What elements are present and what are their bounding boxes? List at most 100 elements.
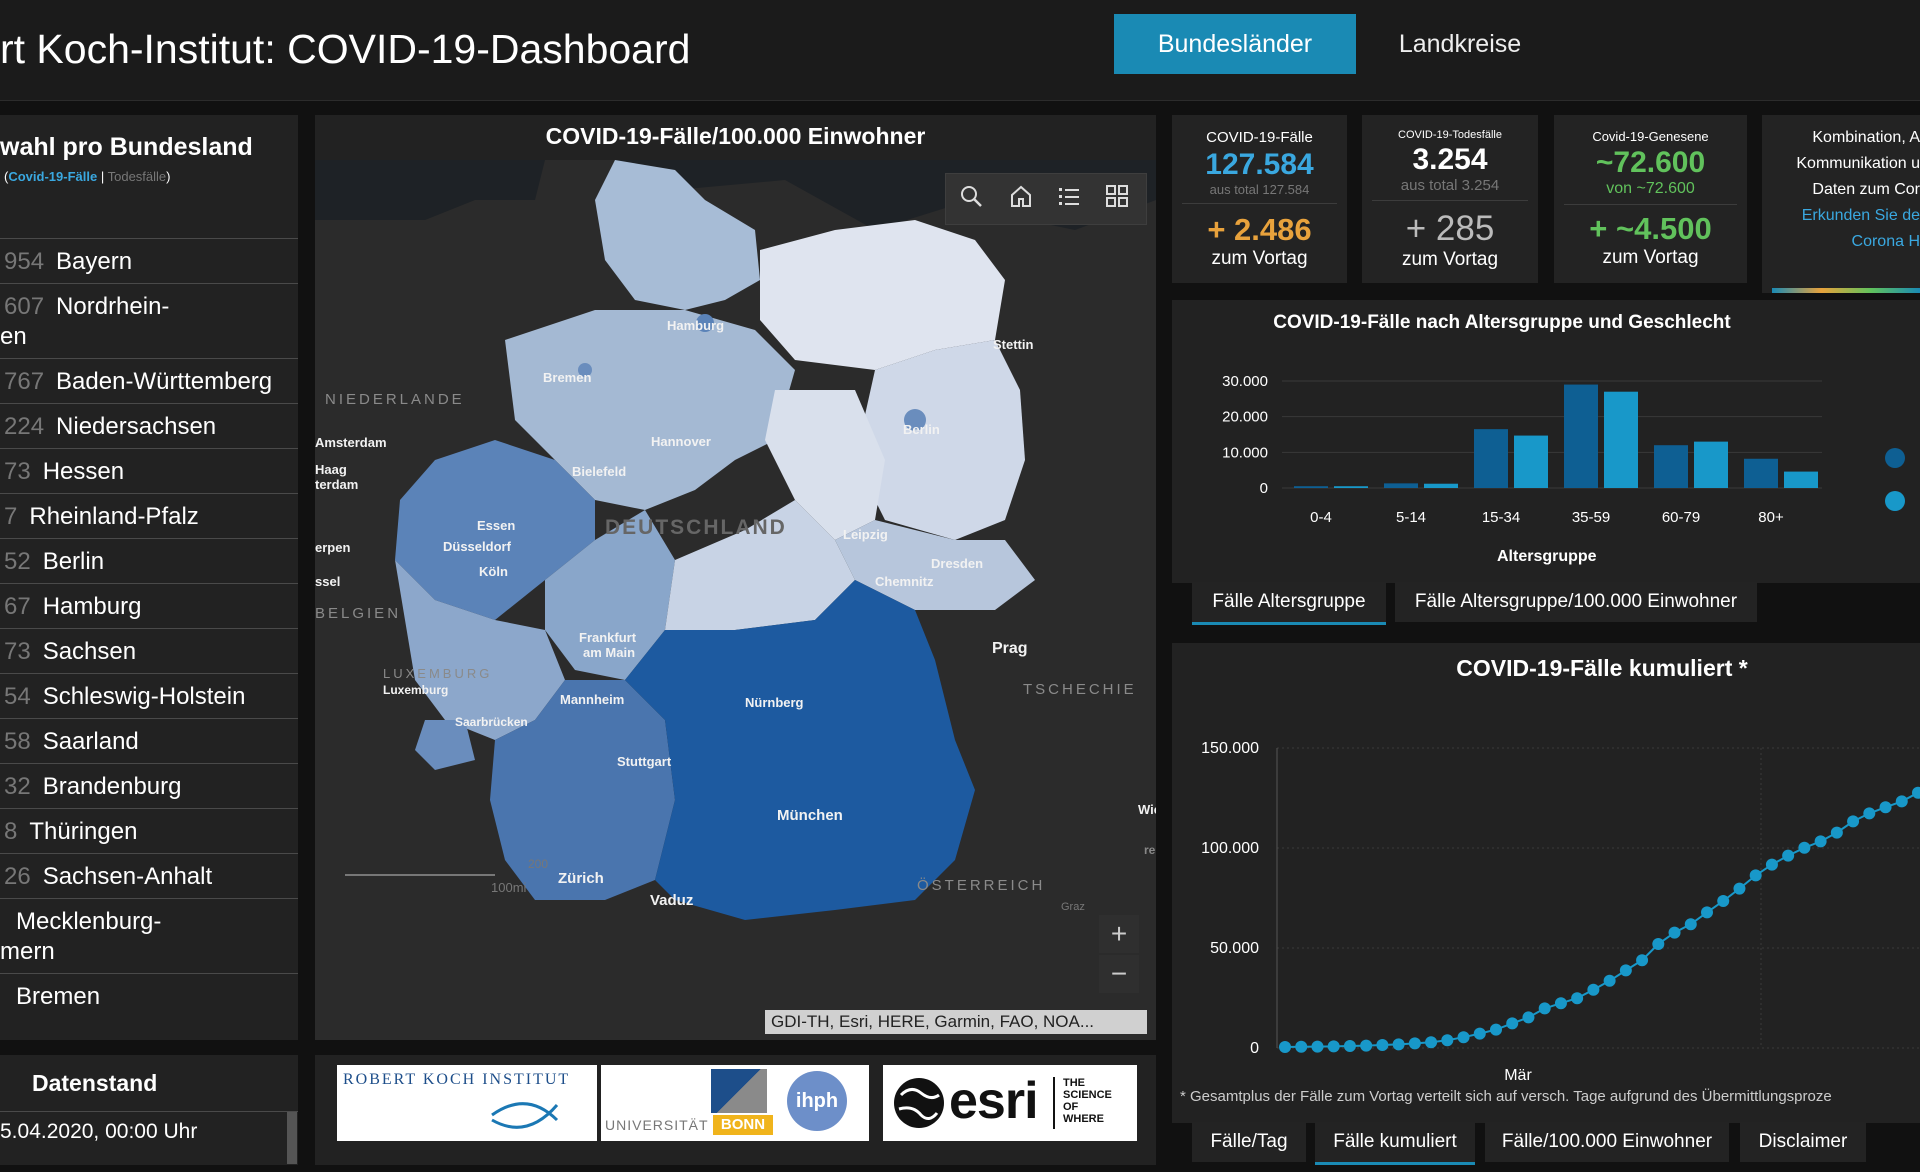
- list-item-bundesland[interactable]: 767 Baden-Württemberg: [0, 358, 298, 404]
- cum-point[interactable]: [1538, 1002, 1551, 1015]
- age-bar[interactable]: [1744, 458, 1778, 488]
- cum-point[interactable]: [1879, 801, 1892, 814]
- tab-disclaimer[interactable]: Disclaimer: [1740, 1122, 1866, 1162]
- cum-point[interactable]: [1522, 1011, 1535, 1024]
- cum-point[interactable]: [1392, 1038, 1405, 1051]
- cum-point[interactable]: [1895, 795, 1908, 808]
- cum-point[interactable]: [1782, 849, 1795, 862]
- filter-cases[interactable]: Covid-19-Fälle: [8, 169, 98, 184]
- list-item-bundesland[interactable]: Bremen: [0, 973, 298, 1019]
- cum-point[interactable]: [1311, 1040, 1324, 1053]
- tab-faelle-altersgruppe-100k[interactable]: Fälle Altersgruppe/100.000 Einwohner: [1395, 582, 1757, 622]
- cum-point[interactable]: [1279, 1041, 1291, 1053]
- cum-point[interactable]: [1343, 1040, 1356, 1052]
- age-bar[interactable]: [1334, 486, 1368, 488]
- cum-point[interactable]: [1863, 807, 1876, 820]
- cum-point[interactable]: [1668, 926, 1681, 939]
- region-bremen[interactable]: [578, 363, 592, 377]
- cum-point[interactable]: [1425, 1036, 1438, 1049]
- cum-point[interactable]: [1652, 938, 1665, 950]
- tab-faelle-100k[interactable]: Fälle/100.000 Einwohner: [1485, 1122, 1729, 1162]
- search-icon[interactable]: [957, 181, 985, 211]
- tab-faelle-kumuliert[interactable]: Fälle kumuliert: [1315, 1122, 1475, 1165]
- info-link-1[interactable]: Erkunden Sie de: [1801, 207, 1920, 224]
- cum-point[interactable]: [1327, 1040, 1340, 1053]
- list-item-bundesland[interactable]: 54 Schleswig-Holstein: [0, 673, 298, 719]
- cum-point[interactable]: [1830, 826, 1843, 839]
- list-item-bundesland[interactable]: 73 Sachsen: [0, 628, 298, 674]
- legend-swatch-male[interactable]: [1885, 448, 1905, 468]
- cum-point[interactable]: [1360, 1039, 1373, 1052]
- region-sachsen-anhalt[interactable]: [765, 390, 885, 540]
- region-hamburg[interactable]: [696, 314, 714, 332]
- cum-point[interactable]: [1749, 869, 1762, 882]
- list-item-bundesland[interactable]: 73 Hessen: [0, 448, 298, 494]
- cum-point[interactable]: [1733, 882, 1746, 895]
- list-item-bundesland[interactable]: 67 Hamburg: [0, 583, 298, 629]
- age-bar[interactable]: [1474, 429, 1508, 488]
- region-sachsen[interactable]: [835, 520, 1035, 610]
- region-thueringen[interactable]: [665, 500, 855, 630]
- list-item-bundesland[interactable]: 607 Nordrhein-en: [0, 283, 298, 359]
- cum-point[interactable]: [1765, 858, 1778, 871]
- age-bar[interactable]: [1564, 384, 1598, 488]
- cum-point[interactable]: [1636, 954, 1649, 967]
- tab-faelle-tag[interactable]: Fälle/Tag: [1192, 1122, 1306, 1162]
- cum-point[interactable]: [1457, 1031, 1470, 1044]
- region-schleswig-holstein[interactable]: [595, 160, 760, 310]
- region-niedersachsen[interactable]: [505, 310, 795, 510]
- region-nrw[interactable]: [395, 440, 595, 620]
- list-item-bundesland[interactable]: 26 Sachsen-Anhalt: [0, 853, 298, 899]
- cum-point[interactable]: [1912, 786, 1920, 799]
- region-berlin[interactable]: [904, 409, 926, 431]
- info-link-2[interactable]: Corona H: [1851, 233, 1920, 250]
- cum-point[interactable]: [1506, 1017, 1519, 1030]
- list-item-bundesland[interactable]: 954 Bayern: [0, 238, 298, 284]
- region-bayern[interactable]: [625, 580, 975, 920]
- cum-point[interactable]: [1490, 1023, 1502, 1036]
- age-bar[interactable]: [1784, 471, 1818, 488]
- region-rheinland-pfalz[interactable]: [395, 560, 565, 740]
- filter-deaths[interactable]: Todesfälle: [107, 169, 167, 184]
- age-bar[interactable]: [1384, 483, 1418, 488]
- list-item-bundesland[interactable]: 8 Thüringen: [0, 808, 298, 854]
- cum-point[interactable]: [1554, 997, 1567, 1010]
- cum-point[interactable]: [1295, 1040, 1308, 1053]
- zoom-in-button[interactable]: +: [1099, 915, 1139, 953]
- tab-bundeslaender[interactable]: Bundesländer: [1114, 14, 1356, 74]
- age-bar[interactable]: [1604, 391, 1638, 488]
- list-item-bundesland[interactable]: 32 Brandenburg: [0, 763, 298, 809]
- age-bar[interactable]: [1514, 435, 1548, 488]
- list-item-bundesland[interactable]: Mecklenburg-mern: [0, 898, 298, 974]
- region-baden-wuerttemberg[interactable]: [490, 680, 675, 900]
- cum-point[interactable]: [1717, 895, 1730, 907]
- list-item-bundesland[interactable]: 58 Saarland: [0, 718, 298, 764]
- cum-point[interactable]: [1619, 964, 1632, 977]
- cum-point[interactable]: [1571, 992, 1584, 1005]
- list-item-bundesland[interactable]: 52 Berlin: [0, 538, 298, 584]
- legend-swatch-female[interactable]: [1885, 491, 1905, 511]
- region-hessen[interactable]: [545, 510, 675, 680]
- list-item-bundesland[interactable]: 224 Niedersachsen: [0, 403, 298, 449]
- cum-point[interactable]: [1701, 906, 1713, 919]
- list-item-bundesland[interactable]: 7 Rheinland-Pfalz: [0, 493, 298, 539]
- scrollbar[interactable]: [287, 1112, 297, 1164]
- tab-faelle-altersgruppe[interactable]: Fälle Altersgruppe: [1192, 582, 1386, 625]
- age-bar[interactable]: [1654, 445, 1688, 488]
- zoom-out-button[interactable]: −: [1099, 955, 1139, 993]
- cum-point[interactable]: [1376, 1039, 1389, 1051]
- cum-point[interactable]: [1603, 974, 1616, 987]
- cum-point[interactable]: [1847, 815, 1860, 828]
- age-bar[interactable]: [1294, 486, 1328, 488]
- cum-point[interactable]: [1798, 841, 1811, 854]
- cum-point[interactable]: [1587, 983, 1600, 996]
- tab-landkreise[interactable]: Landkreise: [1398, 29, 1522, 58]
- region-brandenburg[interactable]: [855, 340, 1025, 540]
- home-icon[interactable]: [1007, 181, 1035, 211]
- region-saarland[interactable]: [415, 720, 475, 770]
- region-mecklenburg[interactable]: [760, 220, 1005, 370]
- map-canvas[interactable]: Hamburg Bremen Hannover Berlin Bielefeld…: [315, 160, 1156, 1040]
- cum-point[interactable]: [1441, 1034, 1454, 1047]
- cum-point[interactable]: [1814, 835, 1827, 848]
- age-bar[interactable]: [1694, 441, 1728, 488]
